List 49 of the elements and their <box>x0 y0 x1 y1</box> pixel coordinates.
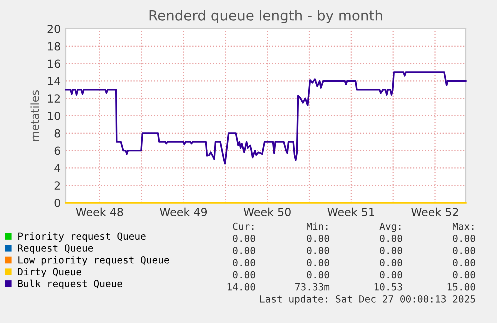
text: 15.00 <box>448 283 476 291</box>
text: 0.00 <box>380 271 402 279</box>
text: 0.00 <box>233 234 256 242</box>
text: Last update: Sat Dec 27 00:00:13 2025 <box>260 295 476 305</box>
text: 0.00 <box>307 259 330 267</box>
x-tick-label: Week 51 <box>328 208 374 216</box>
text: 0.00 <box>307 247 330 254</box>
text: 0.00 <box>307 234 330 242</box>
y-tick-label: 6 <box>54 146 60 156</box>
text: 14.00 <box>228 283 256 291</box>
text: 0.00 <box>307 271 330 279</box>
y-tick-label: 8 <box>54 129 60 138</box>
legend-label: Bulk request Queue <box>18 280 122 290</box>
legend-label: Priority request Queue <box>18 232 146 242</box>
text: Min: <box>306 222 328 230</box>
text: Cur: <box>233 222 254 230</box>
text: 0.00 <box>233 259 256 267</box>
line-series <box>65 72 467 165</box>
x-tick-label: Week 49 <box>160 208 208 216</box>
y-tick-label: 16 <box>48 60 60 68</box>
text: 0.00 <box>380 234 402 242</box>
y-tick-label: 14 <box>48 77 61 86</box>
y-tick-label: 4 <box>54 164 61 172</box>
y-tick-label: 2 <box>54 182 60 190</box>
text: Avg: <box>380 222 401 232</box>
y-axis-title: metatiles <box>30 90 40 141</box>
y-tick-label: 20 <box>48 24 60 34</box>
x-tick-label: Week 52 <box>412 208 458 216</box>
text: 0.00 <box>380 247 402 254</box>
text: Max: <box>452 223 474 230</box>
text: 0.00 <box>453 247 476 254</box>
text: 0.00 <box>453 271 476 279</box>
text: 0.00 <box>233 247 256 254</box>
y-tick-label: 18 <box>48 42 60 51</box>
legend-label: Low priority request Queue <box>18 256 170 266</box>
y-tick-label: 10 <box>48 112 60 120</box>
chart-title: Renderd queue length - by month <box>150 10 382 24</box>
text: 73.33m <box>296 283 330 291</box>
y-tick-label: 12 <box>48 94 60 103</box>
y-tick-label: 0 <box>54 198 60 208</box>
x-tick-label: Week 50 <box>244 208 291 216</box>
legend-label: Request Queue <box>18 244 94 254</box>
text: 0.00 <box>453 259 476 267</box>
x-tick-label: Week 48 <box>76 208 124 216</box>
text: 10.53 <box>374 283 402 291</box>
text: 0.00 <box>380 259 402 267</box>
text: 0.00 <box>453 234 476 242</box>
legend-label: Dirty Queue <box>18 268 82 278</box>
text: 0.00 <box>233 271 256 279</box>
